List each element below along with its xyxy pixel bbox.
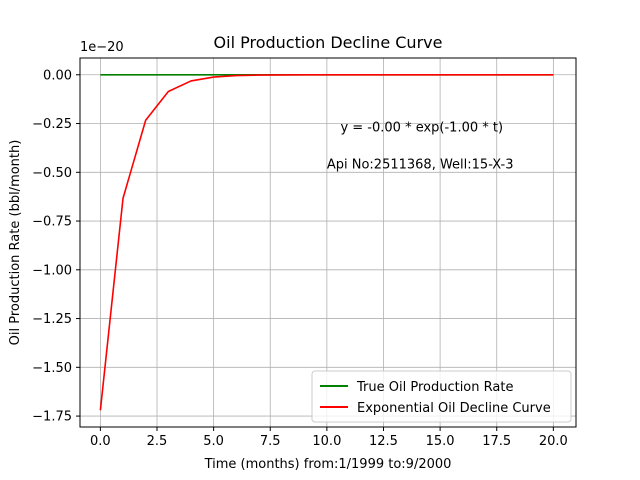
x-tick-label: 17.5 [482,434,511,449]
y-tick-label: −0.50 [32,166,72,181]
y-tick-label: −1.00 [32,263,72,278]
y-tick-label: −1.50 [32,361,72,376]
x-tick-label: 5.0 [203,434,224,449]
x-tick-label: 20.0 [539,434,568,449]
legend-label-true-rate: True Oil Production Rate [356,380,513,395]
x-ticks: 0.0 2.5 5.0 7.5 10.0 12.5 15.0 17.5 20.0 [90,427,568,449]
series-line-exponential-curve [99,73,554,411]
y-axis-offset-label: 1e−20 [80,40,124,55]
x-tick-label: 0.0 [90,434,111,449]
chart-title: Oil Production Decline Curve [214,33,443,52]
y-tick-label: −0.75 [32,215,72,230]
plot-frame [79,57,577,428]
y-tick-label: −1.75 [32,410,72,425]
well-info-annotation: Api No:2511368, Well:15-X-3 [327,157,514,172]
x-axis-label: Time (months) from:1/1999 to:9/2000 [204,457,452,472]
x-tick-label: 10.0 [312,434,341,449]
y-axis-label: Oil Production Rate (bbl/month) [8,140,23,346]
y-tick-label: 0.00 [43,68,72,83]
x-tick-label: 15.0 [426,434,455,449]
legend-label-exponential-curve: Exponential Oil Decline Curve [357,401,551,416]
equation-annotation: y = -0.00 * exp(-1.00 * t) [340,120,503,135]
x-tick-label: 7.5 [260,434,281,449]
series-layer [99,73,554,411]
legend-box [311,370,572,423]
y-tick-label: −0.25 [32,117,72,132]
x-tick-label: 2.5 [147,434,168,449]
y-tick-label: −1.25 [32,312,72,327]
y-ticks: 0.00 −0.25 −0.50 −0.75 −1.00 −1.25 −1.50 −1.75 [32,68,80,425]
x-tick-label: 12.5 [369,434,398,449]
legend: True Oil Production Rate Exponential Oil… [311,370,572,423]
